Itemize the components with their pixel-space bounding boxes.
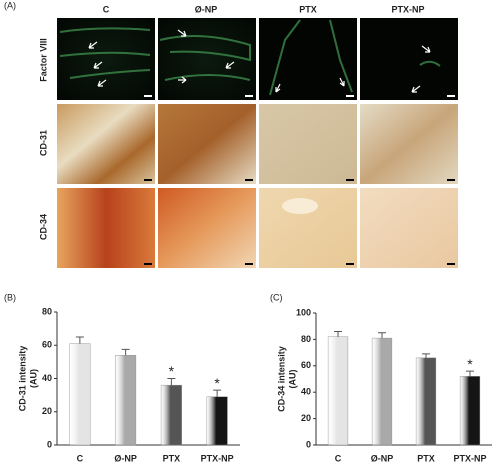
column-header: Ø-NP <box>195 4 218 14</box>
x-tick-label: C <box>335 453 342 463</box>
y-tick-label: 60 <box>42 340 52 350</box>
panel-label: (A) <box>4 0 16 10</box>
y-tick-label: 40 <box>301 387 311 397</box>
significance-mark: * <box>169 363 175 379</box>
scale-bars <box>144 95 455 265</box>
micrographs <box>57 18 458 268</box>
column-header: PTX-NP <box>391 4 424 14</box>
bar <box>69 343 91 446</box>
error-bar <box>378 332 386 339</box>
bar <box>206 396 228 446</box>
y-tick-label: 20 <box>301 413 311 423</box>
x-tick-label: PTX-NP <box>201 453 234 463</box>
bar <box>160 384 182 446</box>
y-tick-label: 0 <box>47 439 52 449</box>
row-labels: Factor VIII CD-31 CD-34 <box>38 38 48 240</box>
y-axis-label: CD-31 intensity <box>17 346 27 412</box>
y-axis-label: (AU) <box>287 370 297 389</box>
micrograph <box>360 18 458 100</box>
significance-mark: * <box>214 375 220 391</box>
x-tick-label: PTX <box>417 453 435 463</box>
x-tick-label: PTX <box>163 453 181 463</box>
panel-label: (B) <box>4 292 16 302</box>
micrograph <box>57 18 155 100</box>
error-bar <box>422 353 430 358</box>
micrograph <box>158 18 256 100</box>
bar <box>115 355 137 446</box>
error-bar <box>167 378 176 386</box>
error-bar <box>121 348 130 356</box>
y-tick-label: 20 <box>42 406 52 416</box>
micrograph <box>259 104 357 184</box>
y-tick-label: 80 <box>42 306 52 316</box>
bar <box>459 376 481 446</box>
x-tick-label: Ø-NP <box>114 453 137 463</box>
micrograph <box>158 188 256 268</box>
panel-label: (C) <box>270 292 283 302</box>
y-tick-label: 100 <box>296 307 311 317</box>
micrograph <box>57 188 155 268</box>
row-label: CD-34 <box>38 214 48 240</box>
x-tick-label: Ø-NP <box>371 453 394 463</box>
y-axis-label: (AU) <box>28 369 38 388</box>
error-bar <box>75 336 84 344</box>
x-tick-label: C <box>77 453 84 463</box>
stain-region <box>282 198 318 214</box>
micrograph <box>360 104 458 184</box>
micrograph <box>259 18 357 100</box>
significance-mark: * <box>467 356 473 372</box>
error-bar <box>213 389 222 397</box>
arrows <box>88 29 431 93</box>
x-tick-label: PTX-NP <box>453 453 486 463</box>
bar <box>415 357 437 446</box>
error-bar <box>334 330 342 337</box>
bar <box>327 336 349 446</box>
micrograph <box>360 188 458 268</box>
column-header: C <box>103 4 110 14</box>
micrograph <box>158 104 256 184</box>
column-headers: C Ø-NP PTX PTX-NP <box>103 4 425 14</box>
error-bar <box>466 370 474 377</box>
row-label: CD-31 <box>38 130 48 156</box>
row-label: Factor VIII <box>38 38 48 82</box>
bar <box>371 337 393 446</box>
column-header: PTX <box>299 4 317 14</box>
y-tick-label: 40 <box>42 373 52 383</box>
y-axis-label: CD-34 intensity <box>276 346 286 412</box>
y-tick-label: 0 <box>306 439 311 449</box>
micrograph <box>57 104 155 184</box>
y-tick-label: 60 <box>301 360 311 370</box>
y-tick-label: 80 <box>301 334 311 344</box>
